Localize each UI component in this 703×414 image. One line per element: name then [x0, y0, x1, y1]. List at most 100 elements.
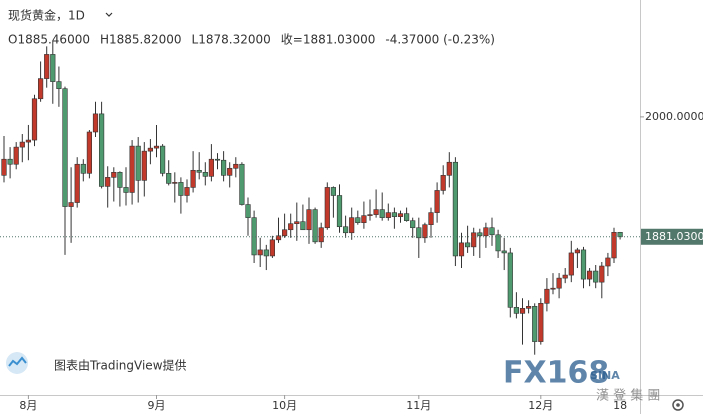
candle-body — [25, 139, 32, 143]
candle-body — [434, 190, 440, 213]
candle-body — [281, 229, 288, 237]
x-tick-label: 12月 — [528, 399, 553, 412]
candle-body — [501, 250, 507, 254]
candle-body — [312, 209, 318, 243]
candle-body — [239, 163, 245, 205]
candle-body — [99, 113, 105, 187]
candle-body — [37, 78, 44, 100]
candle-body — [62, 88, 68, 207]
x-tick-label: 11月 — [406, 399, 431, 412]
candle-body — [336, 195, 343, 228]
candle-body — [519, 308, 526, 314]
candle-body — [306, 209, 312, 231]
candle-body — [44, 54, 50, 79]
candle-body — [13, 146, 19, 165]
candle-body — [318, 227, 324, 243]
candle-body — [56, 81, 62, 89]
candle-body — [617, 232, 623, 238]
candle-body — [397, 213, 404, 217]
candle-body — [245, 204, 251, 218]
candle-body — [68, 202, 74, 207]
candle-body — [129, 145, 135, 193]
candle-body — [117, 172, 123, 188]
candle-body — [464, 242, 471, 248]
candle-body — [568, 252, 574, 276]
candle-body — [544, 288, 550, 304]
last-price-box — [641, 228, 703, 245]
candle-body — [440, 175, 446, 191]
candle-body — [19, 141, 25, 148]
watermark-text: 漢 登 集 團 — [596, 388, 660, 404]
candle-body — [525, 306, 532, 309]
candle-body — [403, 213, 410, 221]
candle-body — [74, 163, 80, 203]
candle-body — [562, 274, 568, 279]
candle-body — [263, 249, 269, 257]
candle-body — [105, 177, 111, 187]
candle-body — [7, 158, 13, 165]
dropdown-icon[interactable] — [105, 12, 113, 17]
candle-body — [489, 227, 495, 236]
candle-body — [574, 249, 580, 254]
candle-body — [275, 235, 282, 241]
candle-body — [300, 221, 306, 231]
candle-body — [556, 277, 562, 289]
candle-body — [349, 217, 355, 234]
candle-body — [111, 172, 117, 178]
candle-body — [538, 303, 544, 342]
ohlc-value: O1885.46000 — [8, 33, 90, 47]
candle-body — [92, 113, 99, 133]
candle-body — [513, 307, 519, 314]
ohlc-legend: O1885.46000 H1885.82000 L1878.32000 收=1881.… — [8, 33, 495, 47]
ohlc-value: H1885.82000 — [100, 33, 182, 47]
candle-body — [147, 147, 154, 152]
candle-body — [599, 265, 605, 283]
candle-body — [471, 232, 477, 248]
candle-body — [184, 187, 190, 196]
candle-body — [452, 161, 459, 257]
candle-body — [410, 220, 416, 229]
candle-body — [361, 215, 367, 223]
watermark: FX168 SINA 漢 登 集 團 — [503, 356, 660, 404]
candle-body — [379, 209, 385, 218]
candle-body — [1, 158, 7, 176]
candle-body — [123, 187, 129, 193]
watermark-sub: SINA — [590, 369, 620, 382]
gear — [672, 399, 684, 411]
candle-body — [342, 226, 349, 234]
x-tick-label: 8月 — [19, 399, 37, 412]
candle-body — [196, 169, 202, 173]
chart-title: 现货黄金，1D — [8, 8, 85, 23]
candle-body — [50, 54, 56, 82]
candle-body — [294, 221, 300, 224]
candle-body — [257, 249, 263, 256]
candle-body — [550, 287, 556, 290]
candle-body — [367, 214, 373, 216]
candle-body — [269, 239, 276, 257]
candle-body — [458, 242, 465, 257]
candle-body — [135, 145, 141, 181]
candle-body — [611, 232, 617, 259]
candle-body — [251, 217, 257, 256]
credit[interactable]: 图表由TradingView提供 — [54, 358, 187, 373]
tradingview-logo-mark — [8, 356, 27, 367]
candle-body — [483, 227, 489, 237]
candle-body — [385, 212, 391, 218]
ohlc-value: 收=1881.03000 — [281, 33, 376, 47]
gear-center — [676, 403, 680, 407]
candle-body — [233, 163, 239, 169]
candle-body — [580, 249, 587, 280]
candle-body — [428, 212, 434, 226]
candle-body — [202, 172, 208, 177]
candle-body — [86, 131, 92, 174]
candle-body — [446, 161, 452, 176]
candle-body — [227, 167, 233, 176]
candle-body — [586, 270, 593, 280]
candle-body — [141, 150, 147, 181]
candle-body — [190, 169, 196, 188]
candle-body — [532, 306, 538, 342]
candle-body — [166, 173, 172, 184]
settings-icon[interactable] — [672, 399, 684, 411]
candle-body — [160, 145, 166, 174]
